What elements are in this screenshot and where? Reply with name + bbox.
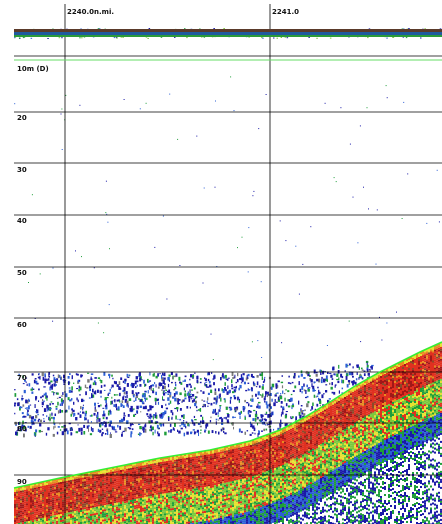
surface-band	[14, 29, 442, 61]
depth-label-60: 60	[17, 321, 27, 329]
bottom-detection-line	[13, 341, 442, 489]
depth-label-10: 10m (D)	[17, 65, 49, 73]
depth-label-20: 20	[17, 114, 27, 122]
depth-label-40: 40	[17, 217, 27, 225]
depth-label-80: 80	[17, 425, 27, 433]
surface-band-bottom	[14, 35, 442, 37]
distance-label-2: 2241.0	[272, 8, 299, 16]
surface-band-top	[14, 29, 442, 32]
depth-label-90: 90	[17, 478, 27, 486]
depth-label-30: 30	[17, 166, 27, 174]
echo-returns	[14, 28, 442, 524]
depth-label-50: 50	[17, 269, 27, 277]
depth-label-70: 70	[17, 374, 27, 382]
surface-band-mid	[14, 32, 442, 35]
distance-label-1: 2240.0n.mi.	[67, 8, 114, 16]
depth-grid	[14, 4, 442, 524]
